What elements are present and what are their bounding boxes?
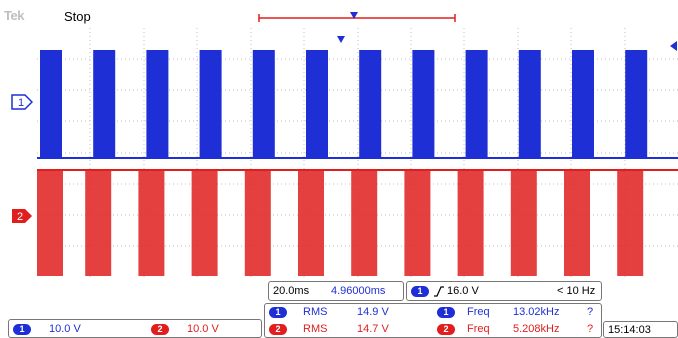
delay-value: 4.96000ms [331, 285, 386, 297]
clock-display: 15:14:03 [603, 321, 678, 338]
channel-1-burst [199, 50, 222, 158]
channel-2-burst [298, 170, 324, 276]
channel-1-burst [252, 50, 275, 158]
brand-logo: Tek [4, 8, 24, 23]
timebase-value: 20.0ms [273, 285, 310, 297]
channel-2-burst [351, 170, 378, 276]
horizontal-readout[interactable]: 20.0ms 4.96000ms [268, 281, 404, 301]
channel-1-burst [359, 50, 382, 158]
measurement-source-badge: 2 [437, 323, 455, 335]
channel-2-burst [37, 170, 63, 276]
trigger-filter-value: < 10 Hz [557, 285, 596, 297]
measurement-source-badge: 1 [437, 306, 455, 318]
channel-2-scale: 10.0 V [187, 323, 219, 335]
trigger-marker-icon [337, 36, 345, 43]
trigger-source-badge: 1 [411, 285, 429, 297]
channel-2-marker-icon[interactable]: 2 [11, 208, 33, 224]
channel-1-burst [412, 50, 435, 158]
channel-2-burst [404, 170, 431, 276]
channel-1-waveform [37, 50, 678, 159]
measurement-panel[interactable]: 1 RMS 14.9 V 1 Freq 13.02kHz ? 2 RMS 14.… [264, 303, 602, 338]
channel-1-burst [146, 50, 169, 158]
channel-2-burst [510, 170, 537, 276]
acquisition-status[interactable]: Stop [64, 9, 91, 24]
channel-2-burst [564, 170, 590, 276]
measurement-row: 1 [269, 306, 287, 318]
channel-2-burst [457, 170, 484, 276]
channel-1-marker-label: 1 [18, 97, 24, 109]
measurement-source-badge: 2 [269, 323, 287, 335]
measurement-source-badge: 1 [269, 306, 287, 318]
channel-1-badge[interactable]: 1 [13, 323, 31, 335]
channel-1-burst [93, 50, 116, 158]
rising-edge-icon [434, 286, 444, 297]
channel-1-burst [40, 50, 62, 158]
trigger-position-icon [350, 12, 358, 19]
measurement-name: Freq [467, 323, 490, 335]
channel-1-marker-icon[interactable]: 1 [11, 94, 33, 110]
clock-time: 15:14:03 [608, 324, 651, 336]
channel-2-marker-label: 2 [17, 211, 23, 223]
measurement-flag: ? [587, 323, 594, 335]
channel-2-waveform [37, 169, 678, 276]
measurement-flag: ? [587, 306, 594, 318]
channel-2-burst [617, 170, 644, 276]
channel-scale-panel[interactable]: 1 10.0 V 2 10.0 V [8, 319, 262, 338]
channel-2-burst [191, 170, 218, 276]
channel-2-burst [138, 170, 165, 276]
trigger-level-value: 16.0 V [447, 285, 479, 297]
trigger-level-icon [670, 41, 677, 51]
channel-1-burst [518, 50, 541, 158]
channel-1-burst [465, 50, 488, 158]
measurement-name: RMS [303, 306, 328, 318]
channel-2-burst [85, 170, 112, 276]
channel-1-burst [572, 50, 594, 158]
measurement-value: 14.7 V [357, 323, 389, 335]
measurement-value: 14.9 V [357, 306, 389, 318]
trigger-readout[interactable]: 1 16.0 V < 10 Hz [406, 281, 602, 301]
measurement-value: 5.208kHz [513, 323, 560, 335]
measurement-name: RMS [303, 323, 328, 335]
waveform-display[interactable] [37, 28, 678, 277]
channel-1-burst [306, 50, 328, 158]
channel-2-burst [244, 170, 271, 276]
measurement-name: Freq [467, 306, 490, 318]
channel-1-burst [625, 50, 648, 158]
record-view-bar[interactable] [258, 11, 456, 25]
measurement-value: 13.02kHz [513, 306, 560, 318]
channel-2-badge[interactable]: 2 [151, 323, 169, 335]
channel-1-scale: 10.0 V [49, 323, 81, 335]
